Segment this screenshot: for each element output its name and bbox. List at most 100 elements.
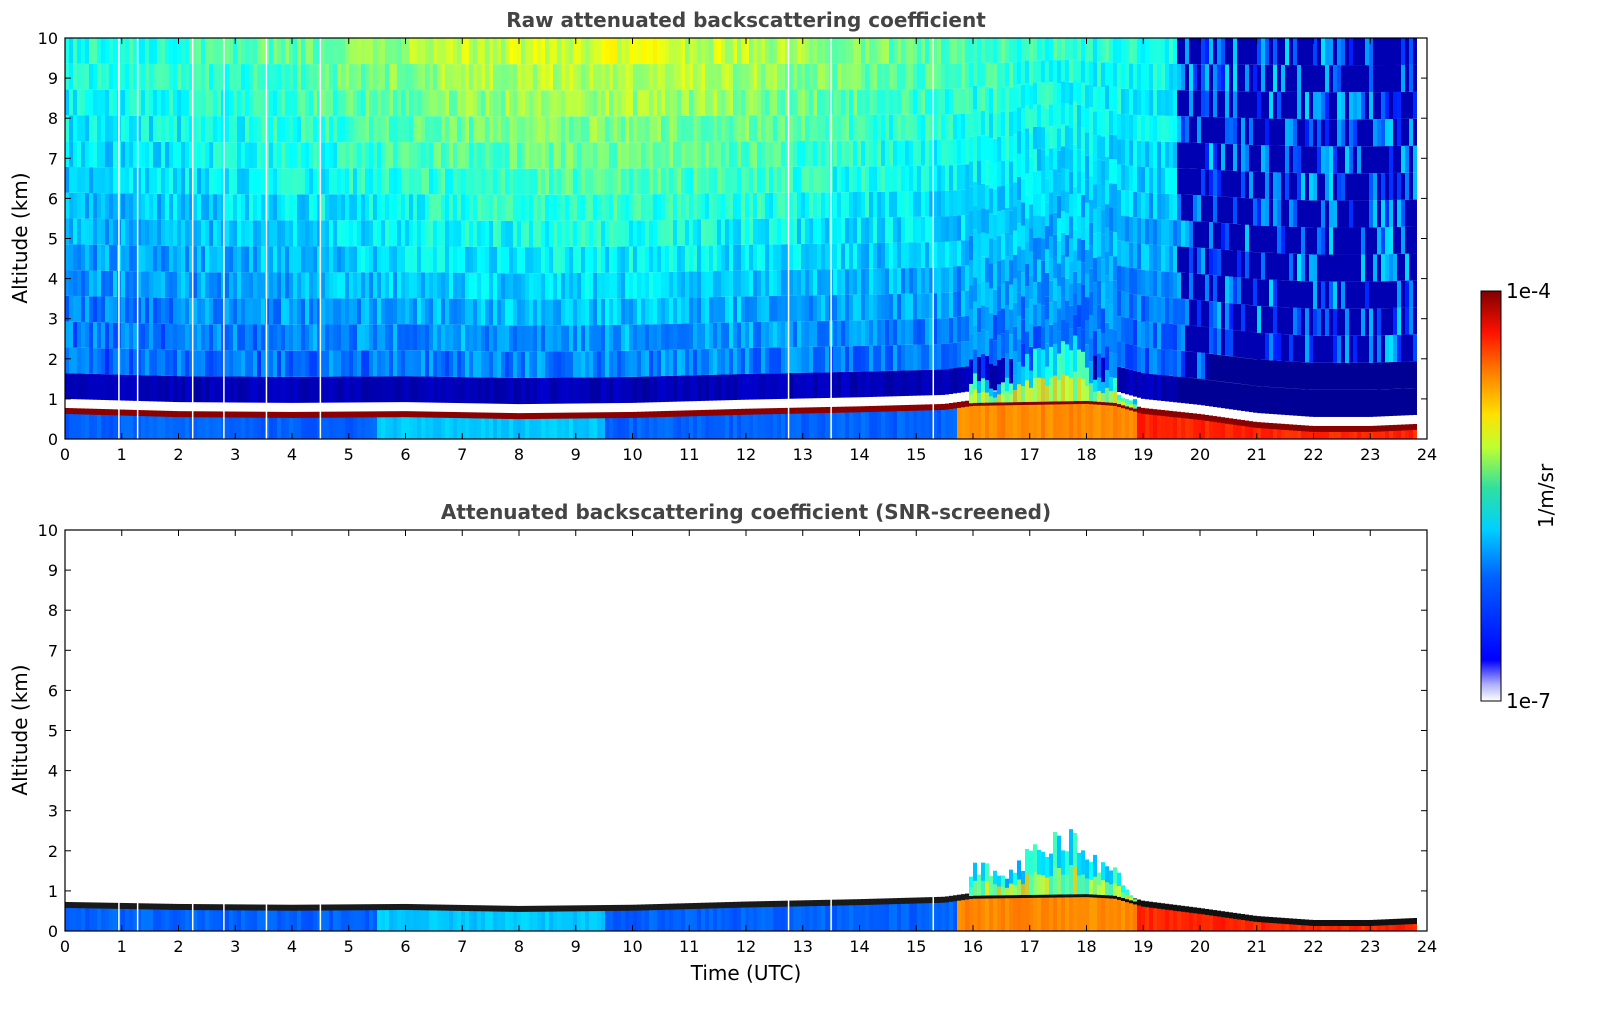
noise-cell: [825, 63, 829, 90]
noise-cell: [953, 291, 957, 318]
noise-cell: [365, 64, 369, 91]
cloud-base-cell: [357, 411, 361, 418]
noise-cell: [141, 323, 145, 350]
noise-cell: [613, 324, 617, 351]
noise-cell: [885, 370, 889, 397]
cloud-base-cell: [369, 411, 373, 418]
boundary-layer-cell: [1001, 402, 1005, 439]
noise-cell: [965, 189, 969, 215]
noise-cell: [637, 350, 641, 377]
noise-cell: [161, 167, 165, 194]
noise-cell: [1017, 315, 1021, 340]
noise-cell: [681, 141, 685, 168]
noise-cell: [397, 350, 401, 377]
profile-column: [397, 38, 401, 439]
noise-cell: [409, 246, 413, 273]
noise-cell: [1141, 218, 1145, 245]
noise-cell: [1069, 238, 1073, 262]
noise-cell: [925, 344, 929, 370]
noise-cell: [153, 271, 157, 298]
noise-cell: [425, 90, 429, 117]
noise-cell: [533, 377, 537, 404]
noise-cell: [673, 38, 677, 64]
boundary-layer-cell: [589, 415, 593, 439]
noise-cell: [137, 63, 141, 90]
noise-cell: [1057, 150, 1061, 174]
noise-cell: [613, 272, 617, 299]
noise-cell: [421, 168, 425, 195]
profile-column: [861, 38, 865, 439]
profile-column: [601, 38, 605, 439]
profile-column: [565, 38, 569, 439]
noise-cell: [137, 375, 141, 401]
noise-cell: [1033, 193, 1037, 216]
noise-cell: [321, 376, 325, 403]
noise-cell: [501, 220, 505, 248]
noise-cell: [1201, 247, 1205, 275]
noise-cell: [549, 247, 553, 274]
profile-column: [809, 38, 813, 439]
noise-cell: [645, 168, 649, 195]
noise-cell: [309, 324, 313, 351]
noise-cell: [353, 350, 357, 377]
noise-cell: [973, 85, 977, 110]
profile-column: [749, 38, 753, 439]
noise-cell: [1129, 344, 1133, 370]
noise-cell: [489, 90, 493, 117]
noise-cell: [713, 141, 717, 168]
noise-cell: [425, 194, 429, 221]
noise-cell: [89, 244, 93, 271]
noise-cell: [413, 38, 417, 65]
noise-cell: [109, 63, 113, 90]
noise-cell: [1057, 83, 1061, 106]
noise-cell: [445, 64, 449, 91]
noise-cell: [1173, 324, 1177, 351]
boundary-layer-cell: [421, 414, 425, 439]
noise-cell: [237, 220, 241, 247]
noise-cell: [121, 38, 125, 64]
noise-cell: [1165, 323, 1169, 350]
noise-cell: [549, 273, 553, 300]
noise-cell: [73, 244, 77, 271]
noise-cell: [405, 376, 409, 403]
boundary-layer-cell: [137, 413, 141, 439]
noise-cell: [345, 298, 349, 325]
cloud-base-cell: [933, 404, 937, 411]
profile-column: [1113, 38, 1117, 439]
noise-cell: [705, 38, 709, 64]
noise-cell: [1193, 378, 1197, 405]
profile-column: [637, 38, 641, 439]
noise-cell: [585, 377, 589, 404]
noise-cell: [377, 246, 381, 273]
noise-cell: [913, 319, 917, 345]
noise-cell: [313, 350, 317, 377]
profile-column: [653, 38, 657, 439]
noise-cell: [833, 140, 837, 167]
cloud-base-cell: [1141, 407, 1145, 414]
noise-cell: [469, 90, 473, 117]
noise-cell: [1033, 82, 1037, 105]
noise-cell: [1061, 146, 1065, 168]
noise-cell: [1037, 104, 1041, 127]
profile-column: [161, 38, 165, 439]
noise-cell: [381, 272, 385, 299]
noise-cell: [269, 90, 273, 117]
noise-cell: [317, 272, 321, 299]
noise-cell: [1189, 351, 1193, 378]
noise-cell: [249, 168, 253, 195]
profile-column: [1005, 38, 1009, 439]
noise-cell: [101, 322, 105, 349]
noise-cell: [733, 89, 737, 116]
noise-cell: [1033, 326, 1037, 349]
noise-cell: [1061, 38, 1065, 60]
noise-cell: [1161, 297, 1165, 324]
boundary-layer-cell: [361, 414, 365, 439]
noise-cell: [233, 376, 237, 403]
boundary-layer-cell: [1085, 400, 1089, 439]
noise-cell: [589, 220, 593, 247]
noise-cell: [909, 191, 913, 217]
noise-cell: [1061, 276, 1065, 298]
noise-cell: [197, 116, 201, 143]
noise-cell: [417, 324, 421, 351]
noise-cell: [285, 116, 289, 143]
